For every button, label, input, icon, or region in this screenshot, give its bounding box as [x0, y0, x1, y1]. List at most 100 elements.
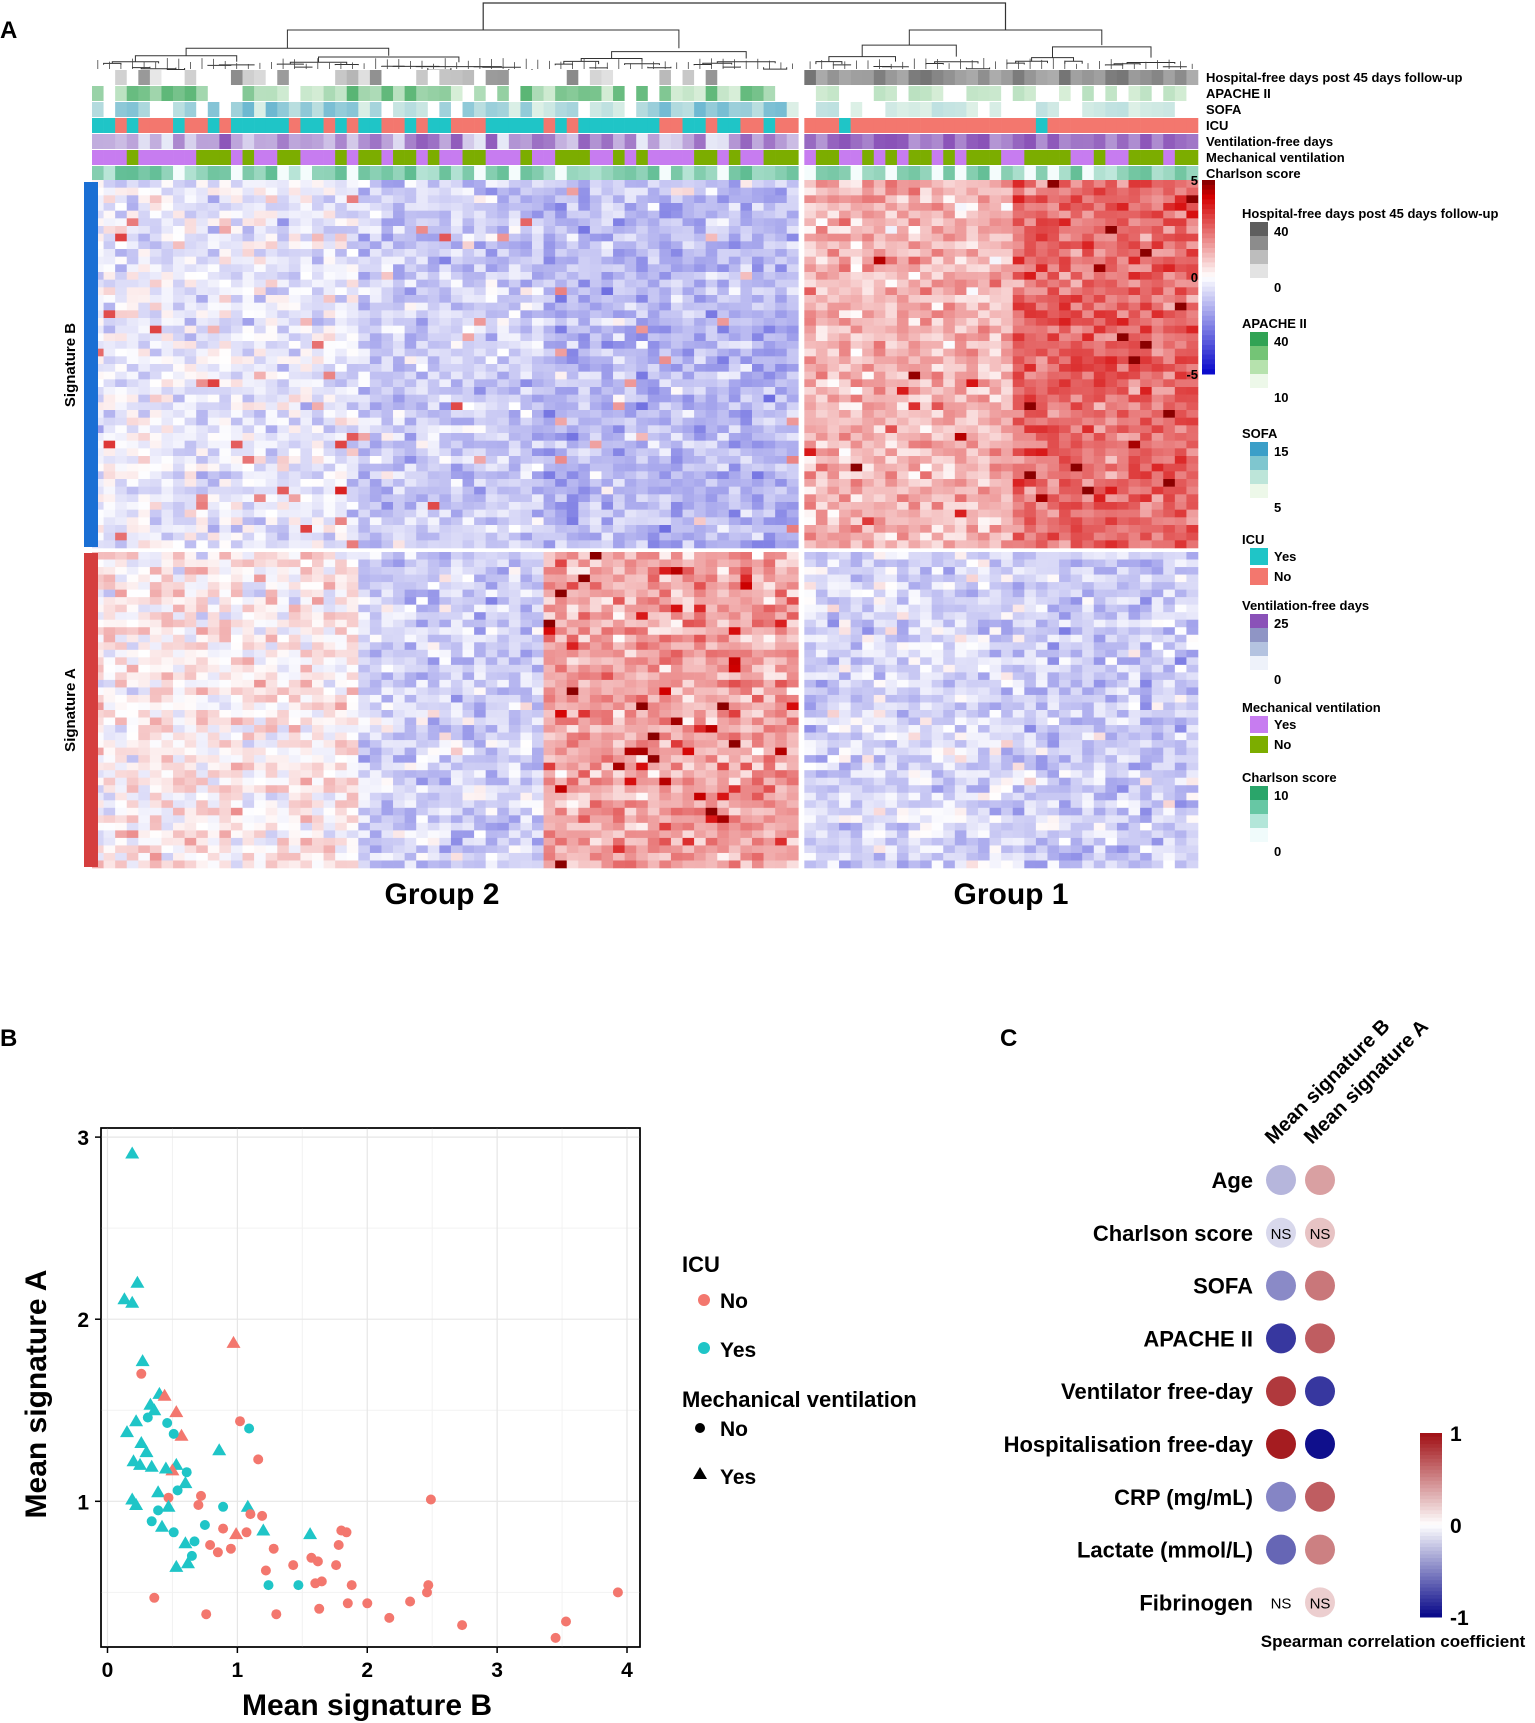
heatmap-cell	[254, 552, 266, 560]
heatmap-cell	[404, 619, 417, 628]
annotation-cell	[520, 134, 533, 149]
annotation-cell	[1082, 134, 1095, 149]
heatmap-cell	[115, 694, 128, 703]
heatmap-cell	[115, 325, 128, 334]
heatmap-cell	[230, 356, 243, 365]
annotation-cell	[1105, 150, 1118, 165]
heatmap-cell	[161, 371, 174, 380]
annotation-cell	[323, 70, 336, 85]
heatmap-cell	[369, 256, 382, 265]
heatmap-cell	[265, 187, 278, 196]
heatmap-cell	[589, 195, 602, 204]
heatmap-cell	[103, 807, 116, 816]
heatmap-cell	[196, 471, 209, 480]
heatmap-cell	[601, 218, 614, 227]
annotation-cell	[589, 70, 602, 85]
heatmap-cell	[427, 364, 440, 372]
heatmap-cell	[613, 203, 625, 211]
heatmap-cell	[404, 387, 417, 395]
heatmap-cell	[613, 642, 625, 651]
heatmap-cell	[173, 310, 185, 319]
heatmap-cell	[589, 425, 602, 434]
heatmap-cell	[173, 574, 185, 583]
heatmap-cell	[485, 710, 498, 718]
heatmap-cell	[578, 341, 591, 349]
annotation-cell	[1024, 166, 1037, 181]
heatmap-cell	[601, 456, 614, 464]
annotation-cell	[439, 166, 452, 181]
heatmap-cell	[439, 597, 452, 605]
heatmap-cell	[613, 425, 625, 434]
heatmap-cell	[277, 502, 290, 510]
heatmap-cell	[613, 433, 625, 441]
annotation-cell	[404, 86, 417, 101]
annotation-cell	[1105, 86, 1118, 101]
heatmap-cell	[497, 463, 510, 472]
annotation-cell	[908, 86, 921, 101]
heatmap-cell	[485, 425, 498, 434]
annotation-cell	[416, 102, 429, 117]
annotation-cell	[404, 166, 417, 181]
heatmap-cell	[161, 732, 174, 741]
heatmap-cell	[589, 287, 602, 296]
heatmap-cell	[103, 272, 116, 280]
heatmap-cell	[439, 410, 452, 418]
heatmap-cell	[207, 410, 220, 418]
heatmap-cell	[277, 463, 290, 472]
heatmap-cell	[358, 619, 371, 628]
heatmap-cell	[416, 710, 429, 718]
heatmap-cell	[393, 717, 405, 726]
heatmap-cell	[601, 241, 614, 250]
heatmap-cell	[126, 649, 139, 658]
annotation-cell	[219, 150, 232, 165]
heatmap-cell	[254, 815, 266, 824]
heatmap-cell	[589, 256, 602, 265]
heatmap-cell	[219, 264, 232, 273]
heatmap-cell	[173, 679, 185, 688]
heatmap-cell	[416, 341, 429, 349]
heatmap-cell	[126, 210, 139, 219]
heatmap-cell	[254, 394, 266, 403]
heatmap-cell	[508, 364, 521, 372]
heatmap-cell	[126, 502, 139, 510]
heatmap-cell	[381, 348, 394, 357]
heatmap-cell	[346, 402, 359, 411]
heatmap-cell	[416, 348, 429, 357]
heatmap-cell	[450, 552, 463, 560]
heatmap-cell	[149, 517, 162, 526]
heatmap-cell	[566, 815, 579, 824]
heatmap-cell	[300, 792, 313, 801]
heatmap-cell	[578, 410, 591, 418]
annotation-cell	[978, 134, 990, 149]
heatmap-cell	[474, 341, 486, 349]
heatmap-cell	[393, 387, 405, 395]
heatmap-cell	[450, 717, 463, 726]
heatmap-cell	[508, 371, 521, 380]
heatmap-cell	[566, 567, 579, 575]
heatmap-cell	[566, 410, 579, 418]
heatmap-cell	[254, 187, 266, 196]
heatmap-cell	[161, 634, 174, 643]
heatmap-cell	[520, 567, 533, 575]
heatmap-cell	[312, 417, 324, 426]
annotation-cell	[346, 166, 359, 181]
heatmap-cell	[265, 233, 278, 242]
heatmap-cell	[254, 364, 266, 372]
heatmap-cell	[369, 402, 382, 411]
heatmap-cell	[427, 433, 440, 441]
heatmap-cell	[323, 725, 336, 733]
heatmap-cell	[312, 264, 324, 273]
heatmap-cell	[393, 502, 405, 510]
heatmap-cell	[300, 604, 313, 613]
heatmap-cell	[138, 517, 151, 526]
heatmap-cell	[404, 679, 417, 688]
heatmap-cell	[439, 180, 452, 188]
heatmap-cell	[323, 448, 336, 457]
heatmap-cell	[254, 567, 266, 575]
heatmap-cell	[358, 486, 371, 495]
heatmap-cell	[601, 687, 614, 696]
heatmap-cell	[589, 837, 602, 846]
heatmap-cell	[381, 509, 394, 518]
heatmap-cell	[115, 807, 128, 816]
heatmap-cell	[173, 471, 185, 480]
